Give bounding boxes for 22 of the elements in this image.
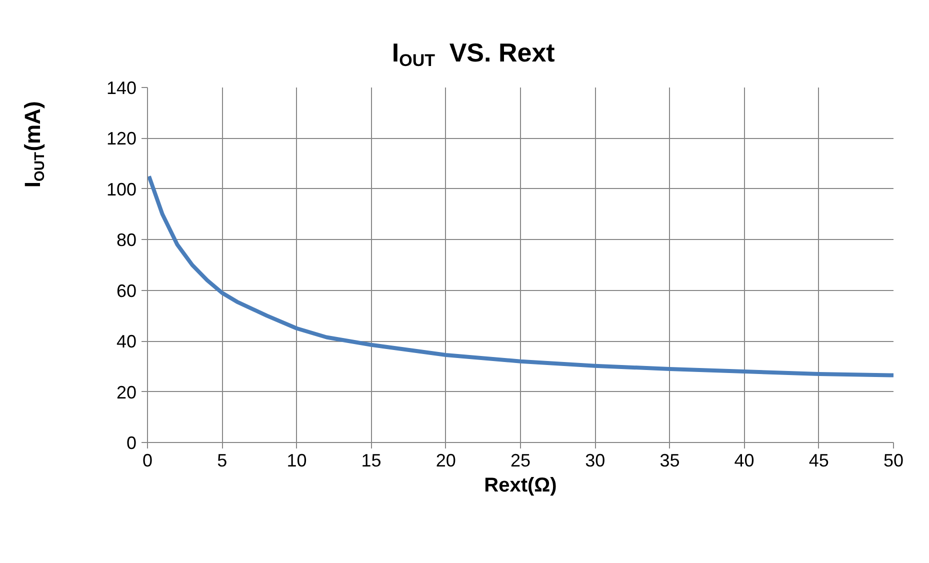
- x-tick-label: 10: [286, 450, 307, 470]
- line-series: [148, 174, 894, 378]
- y-tick-label: 100: [106, 179, 137, 200]
- x-tick-label: 20: [436, 450, 456, 470]
- y-tick-label: 60: [116, 280, 137, 301]
- y-tick-label: 120: [106, 128, 137, 149]
- x-tick-label: 0: [142, 450, 153, 470]
- y-tick-label: 0: [126, 433, 137, 453]
- x-tick-label: 40: [734, 450, 754, 470]
- y-tick-label: 80: [116, 230, 137, 250]
- y-axis-title: IOUT(mA): [20, 101, 48, 188]
- x-axis-title: Rext(Ω): [484, 474, 557, 496]
- x-tick-label: 15: [361, 450, 382, 470]
- x-tick-label: 30: [585, 450, 606, 470]
- x-tick-label: 25: [510, 450, 531, 470]
- x-tick-label: 50: [883, 450, 904, 470]
- x-tick-label: 35: [660, 450, 680, 470]
- y-tick-label: 40: [116, 332, 137, 352]
- y-tick-label: 140: [106, 78, 137, 98]
- y-tick-label: 20: [116, 382, 137, 402]
- x-tick-label: 45: [808, 450, 829, 470]
- x-tick-label: 5: [217, 450, 228, 470]
